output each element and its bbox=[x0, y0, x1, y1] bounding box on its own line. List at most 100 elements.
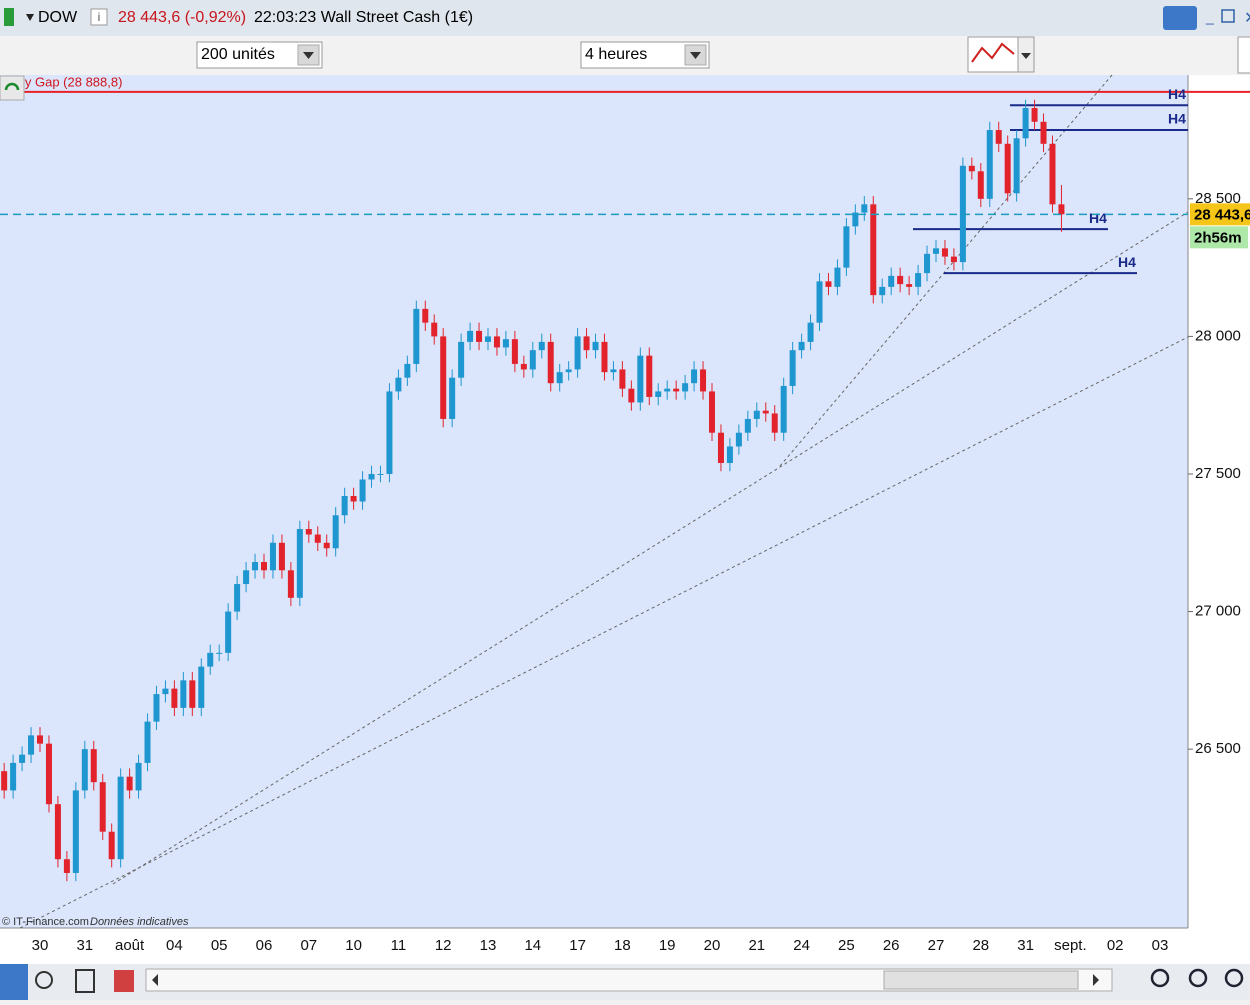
note: Données indicatives bbox=[90, 916, 189, 928]
candle-body bbox=[879, 286, 886, 296]
candle-body bbox=[628, 388, 635, 403]
scrollbar[interactable] bbox=[145, 968, 1113, 992]
candle-body bbox=[485, 336, 491, 342]
candle-body bbox=[798, 341, 805, 351]
x-tick-label: 11 bbox=[391, 937, 407, 954]
symbol: DOW bbox=[38, 9, 78, 26]
share-button[interactable] bbox=[0, 964, 28, 1000]
copyright: © IT-Finance.com bbox=[2, 916, 89, 928]
candle-body bbox=[368, 473, 375, 480]
candle-body bbox=[422, 308, 429, 323]
weekly-gap-label: Weekly Gap (28 888,8) bbox=[0, 74, 122, 89]
maximize[interactable] bbox=[1221, 9, 1235, 23]
candle-body bbox=[574, 336, 581, 370]
candle-body bbox=[180, 680, 187, 708]
x-tick-label: 03 bbox=[1152, 937, 1169, 954]
y-tick-label: 27 500 bbox=[1195, 465, 1241, 482]
candle-body bbox=[252, 562, 259, 571]
candle-body bbox=[90, 749, 97, 783]
y-tick-label: 26 500 bbox=[1195, 740, 1241, 757]
candle-body bbox=[592, 341, 599, 351]
candle-body bbox=[19, 754, 26, 763]
trend-lines bbox=[19, 74, 1189, 929]
candle-body bbox=[538, 341, 545, 351]
candle-body bbox=[458, 341, 465, 378]
candle-body bbox=[287, 570, 294, 598]
candle-body bbox=[332, 515, 339, 549]
candle-body bbox=[1022, 108, 1029, 139]
candle-body bbox=[278, 542, 285, 571]
candle-body bbox=[54, 804, 61, 860]
x-tick-label: 21 bbox=[748, 937, 765, 954]
candle-body bbox=[305, 529, 312, 535]
tool-icon[interactable] bbox=[75, 969, 95, 993]
candle-body bbox=[117, 776, 124, 860]
candle-body bbox=[108, 831, 115, 860]
refresh-button[interactable] bbox=[0, 75, 25, 101]
candle-body bbox=[72, 790, 79, 873]
y-tick-label: 27 000 bbox=[1195, 603, 1241, 620]
info-icon: i bbox=[98, 10, 101, 24]
candle-body bbox=[1058, 204, 1065, 215]
candle-body bbox=[726, 446, 733, 463]
candle-body bbox=[565, 369, 572, 373]
candle-body bbox=[897, 275, 904, 285]
candle-body bbox=[664, 388, 671, 392]
candle-body bbox=[314, 534, 321, 543]
candle-body bbox=[198, 666, 205, 708]
candle-body bbox=[404, 363, 411, 378]
candle-body bbox=[377, 473, 384, 475]
candle-body bbox=[789, 350, 796, 386]
close[interactable]: ✕ bbox=[1244, 10, 1250, 27]
candle-body bbox=[843, 226, 850, 268]
candle-body bbox=[413, 308, 420, 364]
candle-body bbox=[126, 776, 133, 791]
tool-icon[interactable] bbox=[114, 970, 134, 992]
dropdown-arrow bbox=[1021, 53, 1031, 59]
candle-body bbox=[502, 339, 509, 348]
x-tick-label: 18 bbox=[614, 937, 631, 954]
side-button[interactable] bbox=[1237, 36, 1250, 74]
candle-body bbox=[986, 130, 993, 199]
candle-body bbox=[807, 322, 814, 342]
x-tick-label: 31 bbox=[76, 937, 93, 954]
candle-body bbox=[153, 694, 160, 722]
refresh-icon bbox=[4, 82, 20, 91]
candle-body bbox=[467, 330, 474, 342]
info-button[interactable] bbox=[90, 8, 108, 26]
zoom-in[interactable] bbox=[1224, 968, 1244, 988]
candle-body bbox=[583, 336, 590, 351]
candle-body bbox=[655, 391, 662, 397]
zoom-out[interactable] bbox=[1188, 968, 1208, 988]
countdown-box bbox=[1190, 226, 1248, 249]
scroll-thumb[interactable] bbox=[883, 970, 1079, 990]
x-tick-label: 05 bbox=[211, 937, 228, 954]
candle-body bbox=[852, 212, 859, 227]
candle-body bbox=[243, 570, 250, 585]
indicator-button[interactable] bbox=[967, 36, 1019, 73]
candle-body bbox=[359, 479, 366, 502]
minimize[interactable]: _ bbox=[1205, 9, 1214, 25]
symbol-dropdown[interactable] bbox=[26, 14, 34, 21]
tool-icon[interactable] bbox=[35, 971, 53, 989]
app-icon bbox=[4, 8, 14, 26]
x-tick-label: 13 bbox=[480, 937, 497, 954]
scroll-right[interactable] bbox=[1093, 974, 1099, 986]
candle-body bbox=[744, 418, 751, 433]
timeframe: 4 heures bbox=[585, 46, 647, 63]
x-tick-label: 24 bbox=[793, 937, 810, 954]
plot-area bbox=[0, 75, 1188, 928]
candle-body bbox=[386, 391, 393, 474]
candle-body bbox=[870, 204, 877, 296]
countdown: 2h56m bbox=[1194, 229, 1242, 246]
zoom-fit[interactable] bbox=[1150, 968, 1170, 988]
scroll-left[interactable] bbox=[152, 974, 158, 986]
keyboard-button[interactable] bbox=[1163, 6, 1197, 30]
x-tick-label: 30 bbox=[32, 937, 49, 954]
x-tick-label: 07 bbox=[300, 937, 317, 954]
last-price-label: 28 443,6 bbox=[1194, 206, 1250, 223]
x-tick-label: 17 bbox=[569, 937, 586, 954]
x-tick-label: sept. bbox=[1054, 937, 1087, 954]
candle-body bbox=[144, 721, 151, 763]
